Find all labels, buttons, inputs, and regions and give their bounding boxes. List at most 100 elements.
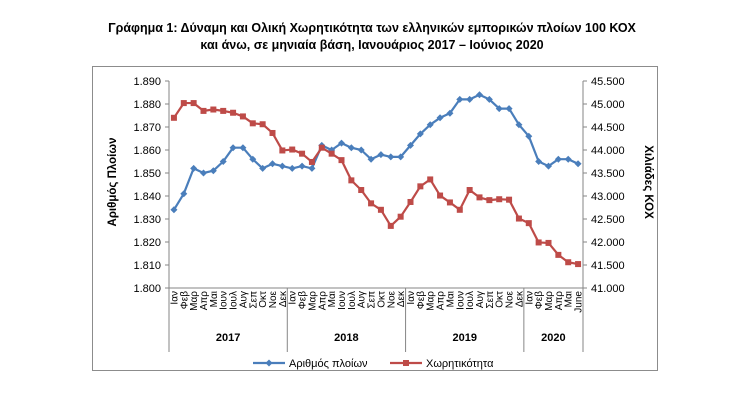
data-point-marker xyxy=(367,155,375,163)
data-point-marker xyxy=(554,155,562,163)
y-tick-label-right: 43.000 xyxy=(591,191,625,203)
data-point-marker xyxy=(249,155,257,163)
x-tick-label: Μαι xyxy=(209,291,220,307)
data-point-marker xyxy=(486,197,493,204)
data-point-marker xyxy=(555,251,562,258)
legend-label: Αριθμός πλοίων xyxy=(289,358,368,370)
data-point-marker xyxy=(427,176,434,183)
series-line xyxy=(173,101,579,266)
data-point-marker xyxy=(357,146,365,154)
x-tick-label: Απρ xyxy=(554,291,565,311)
data-point-marker xyxy=(190,100,197,107)
x-tick-label: Φεβ xyxy=(179,291,190,309)
year-label: 2020 xyxy=(541,332,565,344)
legend-label: Χωρητικότητα xyxy=(426,358,494,370)
legend-swatch-marker xyxy=(403,360,409,366)
data-point-marker xyxy=(545,239,552,246)
data-point-marker xyxy=(180,100,187,107)
data-point-marker xyxy=(574,160,582,168)
x-tick-label: Ιουλ xyxy=(347,291,358,310)
y-tick-label-left: 1.800 xyxy=(133,283,161,295)
y-tick-label-left: 1.810 xyxy=(133,260,161,272)
data-point-marker xyxy=(525,220,532,227)
data-point-marker xyxy=(299,150,306,157)
data-point-marker xyxy=(456,95,464,103)
data-point-marker xyxy=(446,199,453,206)
x-tick-label: Μαρ xyxy=(544,291,555,311)
data-point-marker xyxy=(525,132,533,140)
y-tick-label-left: 1.880 xyxy=(133,99,161,111)
axes: 1.800 1.810 1.820 1.830 1.840 1.850 1.860 1.870… xyxy=(133,76,625,352)
data-point-marker xyxy=(535,158,543,165)
data-point-marker xyxy=(220,107,227,114)
data-point-marker xyxy=(515,121,523,129)
x-tick-label: Ιαν xyxy=(169,291,180,305)
data-point-marker xyxy=(437,192,444,199)
data-point-marker xyxy=(466,187,473,194)
data-point-marker xyxy=(298,162,306,170)
legend-swatch-marker xyxy=(265,359,273,367)
data-point-marker xyxy=(377,151,385,159)
x-tick-label: Απρ xyxy=(317,291,328,311)
legend: Αριθμός πλοίων Χωρητικότητα xyxy=(253,358,494,370)
chart-title: Γράφημα 1: Δύναμη και Ολική Χωρητικότητα… xyxy=(108,21,636,35)
x-tick-label: Μαρ xyxy=(307,291,318,311)
x-tick-label: Αυγ xyxy=(475,291,486,308)
data-point-marker xyxy=(575,261,582,268)
x-tick-label: Σεπ xyxy=(485,291,496,309)
y-tick-label-right: 41.500 xyxy=(591,260,625,272)
data-point-marker xyxy=(407,198,414,205)
x-tick-label: June xyxy=(574,291,585,313)
data-point-marker xyxy=(466,95,474,103)
year-label: 2017 xyxy=(216,332,240,344)
data-point-marker xyxy=(289,146,296,153)
data-point-marker xyxy=(239,113,246,120)
x-tick-label: Μαρ xyxy=(189,291,200,311)
y-tick-label-left: 1.820 xyxy=(133,237,161,249)
data-point-marker xyxy=(397,213,404,220)
data-point-marker xyxy=(564,155,572,163)
series-layer xyxy=(170,91,582,268)
x-tick-label: Απρ xyxy=(199,291,210,311)
y-tick-label-right: 45.500 xyxy=(591,76,625,88)
x-tick-label: Μαι xyxy=(564,291,575,307)
data-point-marker xyxy=(190,164,198,172)
data-point-marker xyxy=(269,129,276,136)
x-tick-label: Ιαν xyxy=(524,291,535,305)
x-tick-label: Ιουν xyxy=(219,291,230,310)
data-point-marker xyxy=(456,206,463,213)
data-point-marker xyxy=(347,144,355,152)
y-tick-label-right: 44.000 xyxy=(591,145,625,157)
data-point-marker xyxy=(229,144,237,152)
data-point-marker xyxy=(170,206,178,214)
x-tick-label: Μαι xyxy=(327,291,338,307)
data-point-marker xyxy=(565,259,572,266)
data-point-marker xyxy=(249,120,256,127)
data-point-marker xyxy=(239,144,247,152)
y-tick-label-right: 42.000 xyxy=(591,237,625,249)
data-point-marker xyxy=(495,105,503,113)
data-point-marker xyxy=(506,196,513,203)
x-tick-label: Μαι xyxy=(445,291,456,307)
y-tick-label-right: 45.000 xyxy=(591,99,625,111)
data-point-marker xyxy=(259,121,266,128)
data-point-marker xyxy=(436,114,444,122)
data-point-marker xyxy=(200,107,207,114)
y-axis-label-right: Χιλιάδες ΚΟΧ xyxy=(642,145,654,219)
data-point-marker xyxy=(387,153,395,161)
year-label: 2018 xyxy=(334,332,358,344)
x-tick-label: Δεκ xyxy=(278,290,289,307)
data-point-marker xyxy=(358,187,365,194)
data-point-marker xyxy=(210,106,217,113)
x-tick-label: Αυγ xyxy=(357,291,368,308)
x-tick-label: Ιουλ xyxy=(465,291,476,310)
data-point-marker xyxy=(505,105,513,113)
x-tick-label: Φεβ xyxy=(416,291,427,309)
x-tick-label: Απρ xyxy=(436,291,447,311)
data-point-marker xyxy=(318,144,325,151)
data-point-marker xyxy=(200,169,207,177)
chart-title-block: Γράφημα 1: Δύναμη και Ολική Χωρητικότητα… xyxy=(0,20,744,54)
y-tick-label-right: 44.500 xyxy=(591,122,625,134)
x-tick-label: Δεκ xyxy=(514,290,525,307)
